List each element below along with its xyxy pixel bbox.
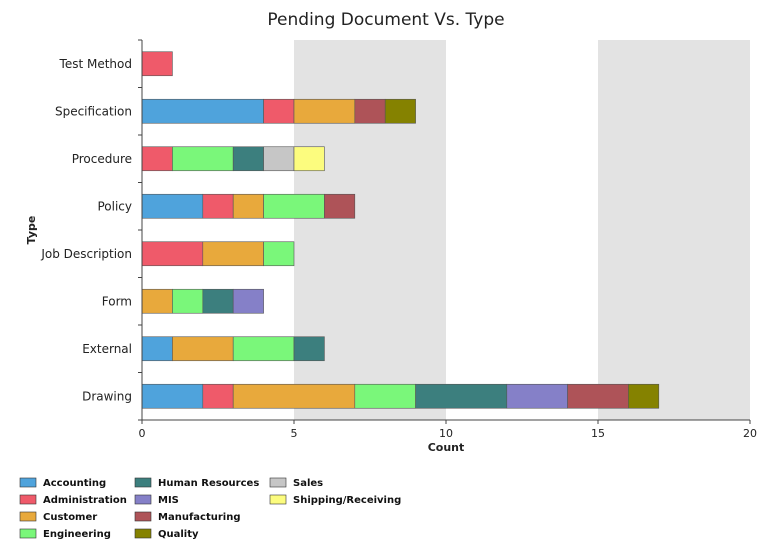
bar-segment [202,193,234,219]
category-label: Policy [97,199,132,213]
bar-segment [293,146,325,172]
x-tick-label: 5 [291,427,298,440]
bar-segment [384,98,416,124]
bar-segment [232,288,264,314]
bar-segment [141,98,264,124]
x-tick-labels: 0 5 10 15 20 [139,427,758,440]
bar-segment [354,383,416,409]
bar-segment [141,51,173,77]
category-label: Form [102,294,132,308]
bar-segment [415,383,508,409]
background-band [598,40,750,420]
bar-segment [232,146,264,172]
category-label: Drawing [82,389,132,403]
bar-segment [293,98,356,124]
legend-label: Human Resources [158,478,259,489]
bar-segment [141,146,173,172]
x-tick-label: 15 [591,427,605,440]
legend-label: Quality [158,529,199,540]
bar-segment [141,288,173,314]
legend-label: Manufacturing [158,512,241,523]
legend-swatch [19,511,37,522]
x-axis-title: Count [428,441,465,454]
bar-segment [232,383,356,409]
bar-segment [567,383,629,409]
legend-swatch [269,477,287,488]
bar-segment [232,336,295,362]
category-label: Test Method [59,57,132,71]
bar-segment [172,288,204,314]
bar-segment [141,336,173,362]
bar-segment [263,98,295,124]
bar-segment [354,98,386,124]
chart-title: Pending Document Vs. Type [267,10,504,30]
category-label: Procedure [72,152,132,166]
bar-segment [628,383,660,409]
legend: Accounting Administration Customer Engineer… [19,477,401,540]
x-tick-label: 20 [743,427,757,440]
bar-series-group [141,51,660,409]
legend-swatch [269,494,287,505]
bar-segment [293,336,325,362]
category-label: Specification [55,104,132,118]
legend-swatch [19,528,37,539]
bar-segment [172,146,234,172]
background-band [142,40,294,420]
category-labels: Test Method Specification Procedure Policy J… [40,57,132,404]
legend-swatch [134,477,152,488]
axes [138,39,751,424]
bar-segment [141,241,204,267]
background-band [446,40,598,420]
bar-segment [263,241,295,267]
bar-segment [141,193,204,219]
legend-label: MIS [158,495,179,506]
legend-swatch [134,528,152,539]
x-tick-label: 10 [439,427,453,440]
bar-segment [172,336,234,362]
legend-label: Accounting [43,478,106,489]
category-label: Job Description [40,247,132,261]
legend-label: Sales [293,478,323,489]
legend-label: Customer [43,512,97,523]
legend-swatch [134,494,152,505]
bar-segment [232,193,264,219]
legend-swatch [19,477,37,488]
bar-segment [263,193,325,219]
bar-segment [324,193,356,219]
legend-label: Administration [43,495,127,506]
y-axis-title: Type [25,216,38,245]
category-label: External [82,342,132,356]
background-band [294,40,446,420]
legend-swatch [134,511,152,522]
bar-segment [202,288,234,314]
bar-segment [141,383,204,409]
x-tick-label: 0 [139,427,146,440]
legend-swatch [19,494,37,505]
plot-background-bands [142,40,750,420]
legend-label: Engineering [43,529,111,540]
bar-segment [506,383,568,409]
bar-segment [202,383,234,409]
bar-segment [263,146,295,172]
legend-label: Shipping/Receiving [293,495,401,506]
bar-segment [202,241,264,267]
